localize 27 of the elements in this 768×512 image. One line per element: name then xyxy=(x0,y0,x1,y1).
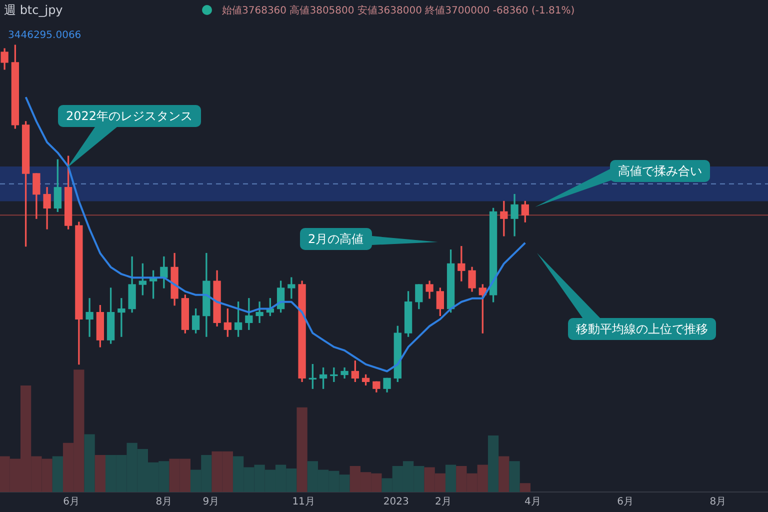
annotation: 2022年のレジスタンス xyxy=(58,105,201,127)
bar xyxy=(94,455,106,492)
x-tick-label: 8月 xyxy=(156,496,172,508)
x-tick-label: 9月 xyxy=(202,496,220,508)
text: 3446295.0066 xyxy=(8,30,82,42)
bar xyxy=(52,456,64,492)
x-tick-label: 11月 xyxy=(292,496,315,508)
x-tick-label: 2023 xyxy=(383,496,409,508)
chart-subtitle: 始値3768360 高値3805800 安値3638000 終値3700000 -68360 (-1.81%) xyxy=(222,4,575,17)
x-tick-label: 6月 xyxy=(617,496,634,508)
bar xyxy=(84,434,95,492)
candlestick xyxy=(118,298,126,337)
bar xyxy=(520,483,530,492)
annotation: 移動平均線の上位で推移 xyxy=(568,318,716,340)
x-tick-label: 6月 xyxy=(63,496,80,508)
x-tick-label: 8月 xyxy=(710,496,726,508)
bar xyxy=(498,456,510,492)
bar xyxy=(296,407,308,492)
annotation: 2月の高値 xyxy=(300,228,372,250)
annotation: 高値で揉み合い xyxy=(610,160,710,182)
x-tick-label: 2月 xyxy=(435,496,452,508)
chart-title: 週 btc_jpy xyxy=(4,3,63,18)
bar xyxy=(488,436,499,492)
bar xyxy=(445,464,456,492)
bar xyxy=(509,461,520,492)
candlestick xyxy=(86,298,94,337)
x-tick-label: 4月 xyxy=(524,496,541,508)
